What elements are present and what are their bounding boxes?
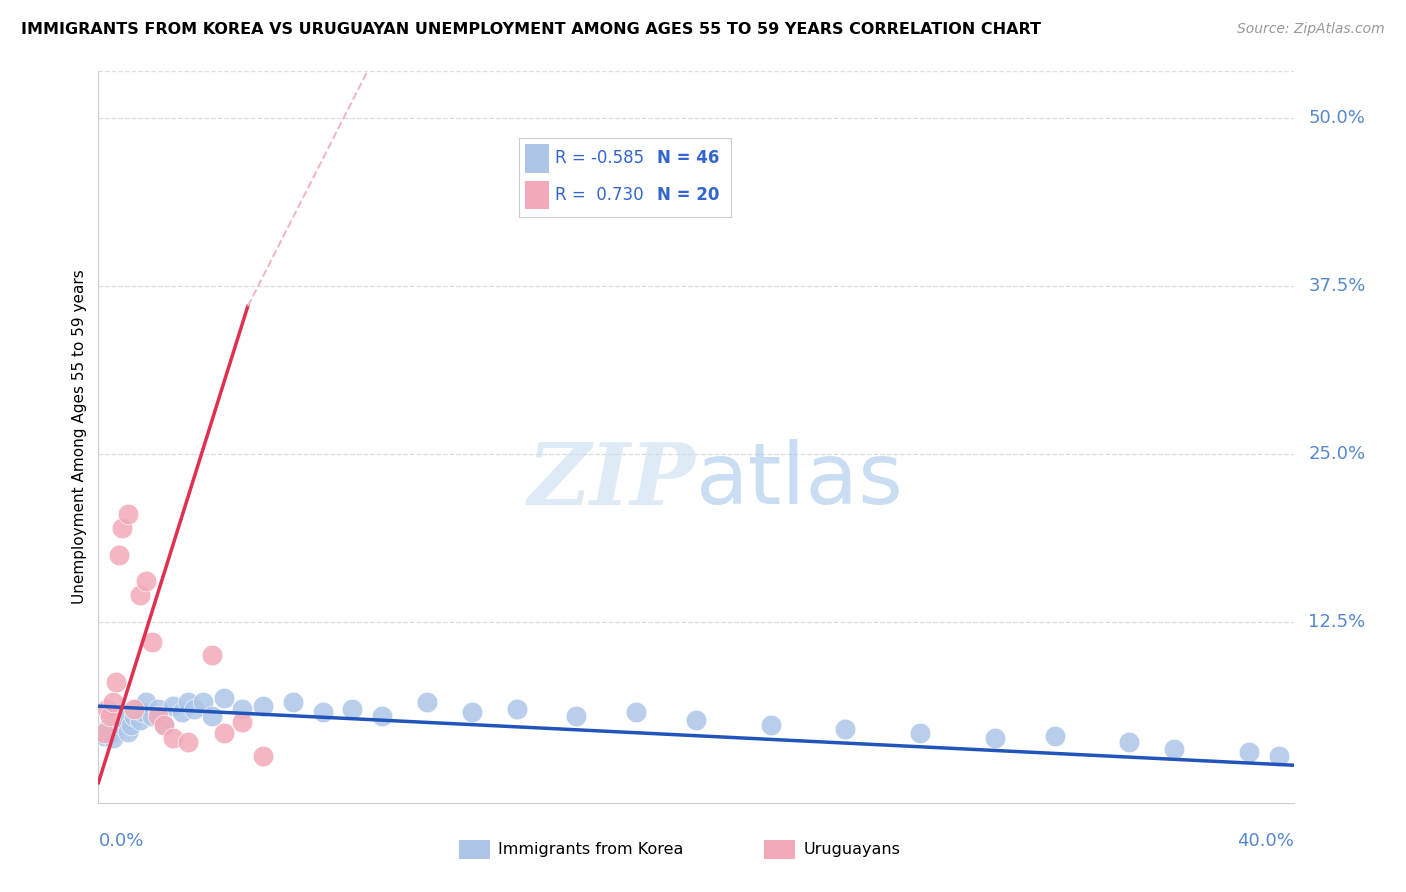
Point — [127, 702, 149, 716]
Point — [105, 715, 128, 730]
Text: 37.5%: 37.5% — [1309, 277, 1365, 295]
Point — [342, 702, 364, 716]
Point — [281, 695, 304, 709]
Text: R =  0.730: R = 0.730 — [555, 186, 644, 203]
Point — [120, 718, 142, 732]
Point — [1163, 742, 1185, 756]
Point — [153, 718, 176, 732]
Point — [1267, 748, 1289, 763]
Point — [212, 726, 235, 740]
Point — [626, 705, 648, 719]
Point — [162, 699, 184, 714]
Text: 40.0%: 40.0% — [1237, 832, 1294, 850]
Point — [103, 695, 125, 709]
Y-axis label: Unemployment Among Ages 55 to 59 years: Unemployment Among Ages 55 to 59 years — [72, 269, 87, 605]
Point — [984, 731, 1007, 746]
Text: N = 20: N = 20 — [657, 186, 720, 203]
Point — [132, 705, 155, 719]
Point — [311, 705, 333, 719]
Point — [114, 713, 136, 727]
Point — [111, 718, 134, 732]
Point — [111, 521, 134, 535]
Text: Uruguayans: Uruguayans — [804, 842, 900, 857]
Point — [416, 695, 439, 709]
Point — [129, 713, 152, 727]
Point — [129, 588, 152, 602]
Point — [461, 705, 484, 719]
Text: R = -0.585: R = -0.585 — [555, 150, 644, 168]
Point — [162, 731, 184, 746]
Text: Source: ZipAtlas.com: Source: ZipAtlas.com — [1237, 22, 1385, 37]
Point — [124, 702, 146, 716]
Point — [103, 731, 125, 746]
Text: 50.0%: 50.0% — [1309, 110, 1365, 128]
Text: N = 46: N = 46 — [657, 150, 720, 168]
Point — [105, 675, 128, 690]
Text: 25.0%: 25.0% — [1309, 445, 1365, 463]
Point — [908, 726, 931, 740]
Point — [135, 695, 157, 709]
Point — [834, 722, 856, 736]
Point — [96, 722, 118, 736]
Point — [148, 708, 170, 723]
Point — [108, 708, 131, 723]
Point — [148, 702, 170, 716]
Point — [172, 705, 194, 719]
Point — [371, 708, 394, 723]
Point — [212, 691, 235, 706]
Bar — [526, 180, 548, 209]
Point — [141, 708, 163, 723]
Point — [252, 748, 274, 763]
Point — [117, 508, 139, 522]
Point — [252, 699, 274, 714]
Text: ZIP: ZIP — [529, 439, 696, 523]
Point — [153, 718, 176, 732]
Point — [141, 634, 163, 648]
Point — [685, 713, 707, 727]
Point — [117, 724, 139, 739]
Point — [96, 702, 118, 716]
Point — [759, 718, 782, 732]
Point — [93, 726, 115, 740]
Point — [565, 708, 588, 723]
Text: IMMIGRANTS FROM KOREA VS URUGUAYAN UNEMPLOYMENT AMONG AGES 55 TO 59 YEARS CORREL: IMMIGRANTS FROM KOREA VS URUGUAYAN UNEMP… — [21, 22, 1040, 37]
Point — [177, 695, 200, 709]
Point — [231, 715, 253, 730]
Point — [1043, 729, 1066, 743]
Point — [183, 702, 205, 716]
Text: atlas: atlas — [696, 440, 904, 523]
Point — [93, 729, 115, 743]
Text: Immigrants from Korea: Immigrants from Korea — [499, 842, 683, 857]
Point — [98, 708, 122, 723]
Point — [506, 702, 529, 716]
Point — [231, 702, 253, 716]
Point — [1237, 745, 1260, 759]
Point — [135, 574, 157, 589]
Text: 0.0%: 0.0% — [98, 832, 143, 850]
Point — [98, 726, 122, 740]
Point — [108, 548, 131, 562]
Point — [201, 648, 224, 662]
Text: 12.5%: 12.5% — [1309, 613, 1365, 631]
Point — [201, 708, 224, 723]
Point — [177, 735, 200, 749]
Point — [191, 695, 214, 709]
Bar — [526, 145, 548, 173]
Point — [124, 708, 146, 723]
Point — [1118, 735, 1140, 749]
